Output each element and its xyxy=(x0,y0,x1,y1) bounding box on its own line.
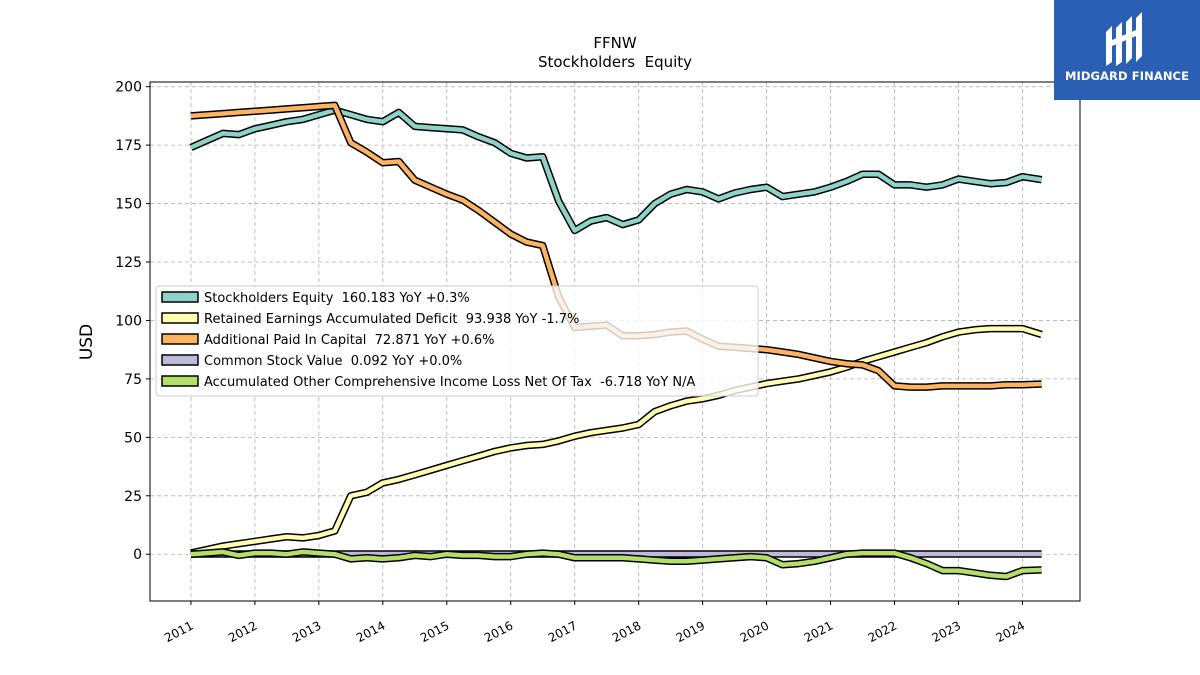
midgard-logo-icon xyxy=(1106,12,1142,66)
y-tick-label: 75 xyxy=(124,372,142,388)
series-line-1 xyxy=(190,326,1043,556)
legend-label: Additional Paid In Capital 72.871 YoY +0… xyxy=(204,333,494,348)
x-tick-label: 2016 xyxy=(482,618,516,645)
plot-frame xyxy=(149,81,1081,602)
legend-swatch xyxy=(161,312,199,324)
x-tick-label: 2020 xyxy=(738,618,772,645)
legend-label: Accumulated Other Comprehensive Income L… xyxy=(204,375,695,390)
midgard-logo: MIDGARD FINANCE xyxy=(1054,0,1200,100)
series-lines xyxy=(189,101,1043,581)
legend-label: Stockholders Equity 160.183 YoY +0.3% xyxy=(204,291,470,306)
legend-swatch xyxy=(161,333,199,345)
y-axis-label: USD xyxy=(77,324,97,360)
y-tick-label: 25 xyxy=(124,489,142,505)
series-line-0 xyxy=(189,107,1042,233)
y-tick-label: 175 xyxy=(115,138,142,154)
x-tick-label: 2017 xyxy=(546,618,580,645)
series-outline-0 xyxy=(189,106,1043,235)
series-line-4 xyxy=(190,549,1042,579)
x-tick-label: 2013 xyxy=(290,618,324,645)
y-tick-label: 150 xyxy=(115,197,142,213)
x-tick-label: 2021 xyxy=(802,618,836,645)
chart-subtitle: Stockholders Equity xyxy=(538,53,692,71)
x-tick-label: 2022 xyxy=(866,618,900,645)
y-tick-label: 0 xyxy=(133,547,142,563)
legend-swatch xyxy=(161,291,199,303)
legend-swatch xyxy=(161,375,199,387)
x-tick-label: 2024 xyxy=(994,618,1028,645)
x-tick-label: 2023 xyxy=(930,618,964,645)
legend-box xyxy=(155,285,759,397)
legend: Stockholders Equity 160.183 YoY +0.3% Ret… xyxy=(155,285,759,397)
x-tick-label: 2018 xyxy=(610,618,644,645)
y-tick-label: 125 xyxy=(115,255,142,271)
x-tick-label: 2014 xyxy=(354,618,388,645)
x-tick-label: 2011 xyxy=(162,618,196,645)
legend-label: Common Stock Value 0.092 YoY +0.0% xyxy=(204,354,462,369)
brand-name: MIDGARD FINANCE xyxy=(1064,69,1190,83)
x-tick-label: 2015 xyxy=(418,618,452,645)
legend-swatch xyxy=(161,354,199,366)
chart-title: FFNW xyxy=(593,34,636,52)
y-tick-label: 200 xyxy=(115,80,142,96)
legend-label: Retained Earnings Accumulated Deficit 93… xyxy=(204,312,579,327)
y-tick-label: 50 xyxy=(124,430,142,446)
x-tick-label: 2012 xyxy=(226,618,260,645)
y-tick-label: 100 xyxy=(115,313,142,329)
x-tick-label: 2019 xyxy=(674,618,708,645)
